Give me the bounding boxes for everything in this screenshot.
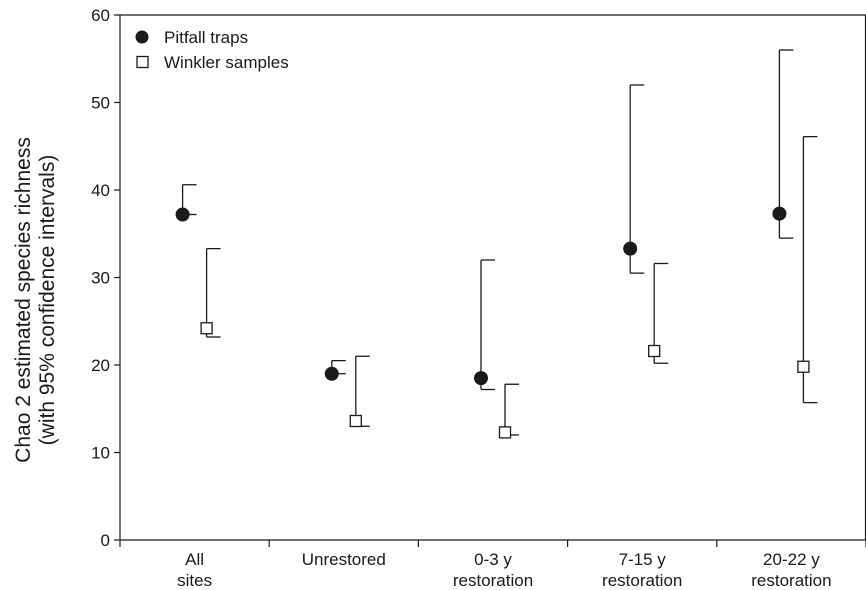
x-tick-label: Unrestored: [302, 550, 386, 569]
legend-label: Winkler samples: [164, 53, 289, 72]
y-tick-label: 30: [91, 269, 110, 288]
x-tick-label: sites: [177, 571, 212, 590]
legend-marker-pitfall: [135, 30, 149, 44]
x-axis: All sites Unrestored 0-3 y restoration 7-15 y…: [119, 539, 866, 590]
y-tick-label: 60: [91, 6, 110, 25]
winkler-point: [797, 360, 810, 373]
y-tick-label: 0: [101, 531, 110, 550]
legend-label: Pitfall traps: [164, 28, 248, 47]
x-tick-label: 0-3 y: [474, 550, 512, 569]
winkler-point: [498, 426, 512, 439]
y-axis-label: Chao 2 estimated species richness (with …: [12, 137, 59, 463]
winkler-point: [200, 322, 213, 335]
y-tick-label: 40: [91, 181, 110, 200]
pitfall-point: [623, 241, 638, 256]
legend-marker-winkler: [136, 55, 149, 69]
x-tick-label: 7-15 y: [619, 550, 667, 569]
y-axis: 0 10 20 30 40 50 60: [91, 6, 121, 550]
plot-frame: [120, 14, 866, 540]
x-tick-label: restoration: [453, 571, 533, 590]
pitfall-point: [324, 366, 339, 381]
x-tick-label: 20-22 y: [763, 550, 820, 569]
pitfall-point: [175, 207, 190, 222]
legend: Pitfall traps Winkler samples: [135, 28, 289, 72]
pitfall-point: [474, 371, 488, 386]
x-tick-label: restoration: [602, 571, 682, 590]
y-tick-label: 20: [91, 356, 110, 375]
y-axis-label-line-1: Chao 2 estimated species richness: [12, 137, 35, 463]
plot-area: [175, 49, 818, 439]
x-tick-label: All: [185, 550, 204, 569]
y-axis-label-line-2: (with 95% confidence intervals): [36, 155, 59, 446]
winkler-point: [349, 414, 362, 428]
y-tick-label: 50: [91, 94, 110, 113]
y-tick-label: 10: [91, 444, 110, 463]
x-tick-label: restoration: [751, 571, 831, 590]
pitfall-point: [772, 206, 787, 221]
winkler-point: [648, 344, 661, 358]
